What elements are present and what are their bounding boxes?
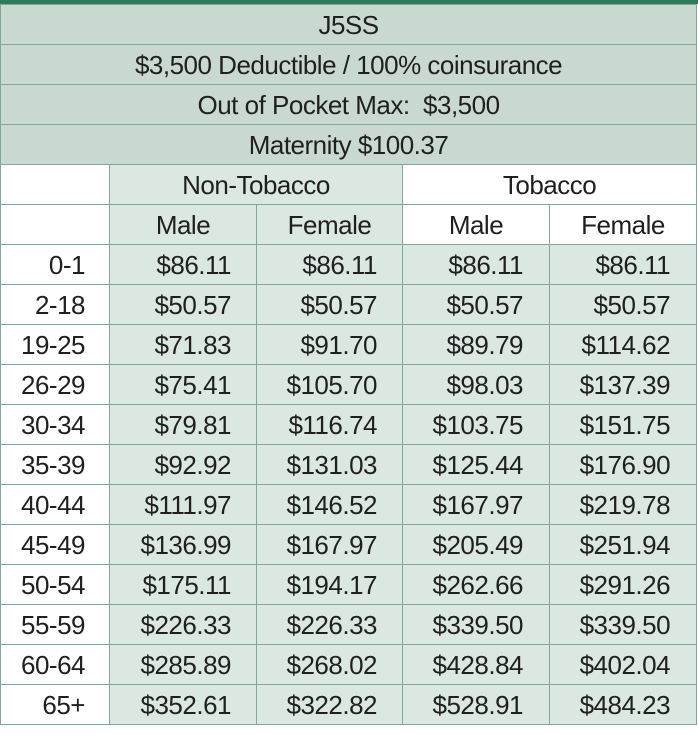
rate-non-tobacco-female: $322.82 [256,684,403,725]
rate-non-tobacco-male: $111.97 [109,484,257,525]
oop-max-row: Out of Pocket Max: $3,500 [0,84,698,125]
table-row: 40-44 $111.97 $146.52 $167.97 $219.78 [0,484,698,525]
gender-header-blank [0,204,110,245]
rate-tobacco-female: $86.11 [548,244,698,285]
rate-non-tobacco-female: $131.03 [256,444,403,485]
rate-non-tobacco-female: $116.74 [256,404,403,445]
table-row: 45-49 $136.99 $167.97 $205.49 $251.94 [0,524,698,565]
plan-name: J5SS [0,4,698,45]
rate-tobacco-female: $114.62 [548,324,698,365]
group-non-tobacco: Non-Tobacco [109,164,403,205]
oop-max-text: Out of Pocket Max: $3,500 [0,84,698,125]
rate-non-tobacco-female: $146.52 [256,484,403,525]
maternity-row: Maternity $100.37 [0,124,698,165]
rate-non-tobacco-male: $352.61 [109,684,257,725]
table-row: 30-34 $79.81 $116.74 $103.75 $151.75 [0,404,698,445]
rate-tobacco-male: $339.50 [402,604,550,645]
rate-non-tobacco-female: $194.17 [256,564,403,605]
age-band: 55-59 [0,604,110,645]
rate-non-tobacco-male: $285.89 [109,644,257,685]
rate-non-tobacco-male: $86.11 [109,244,257,285]
rate-tobacco-male: $86.11 [402,244,550,285]
table-row: 55-59 $226.33 $226.33 $339.50 $339.50 [0,604,698,645]
rate-tobacco-male: $89.79 [402,324,550,365]
rate-non-tobacco-female: $91.70 [256,324,403,365]
header-tobacco-male: Male [402,204,550,245]
rate-table: J5SS $3,500 Deductible / 100% coinsuranc… [0,4,698,725]
rate-tobacco-male: $50.57 [402,284,550,325]
rate-non-tobacco-male: $50.57 [109,284,257,325]
rate-tobacco-male: $125.44 [402,444,550,485]
age-band: 60-64 [0,644,110,685]
deductible-text: $3,500 Deductible / 100% coinsurance [0,44,698,85]
rate-non-tobacco-male: $136.99 [109,524,257,565]
rate-non-tobacco-female: $86.11 [256,244,403,285]
rate-non-tobacco-male: $71.83 [109,324,257,365]
rate-tobacco-female: $484.23 [548,684,698,725]
rate-tobacco-female: $219.78 [548,484,698,525]
rate-tobacco-female: $176.90 [548,444,698,485]
rate-non-tobacco-male: $92.92 [109,444,257,485]
gender-header-row: Male Female Male Female [0,204,698,245]
age-band: 0-1 [0,244,110,285]
plan-name-row: J5SS [0,4,698,45]
rate-tobacco-male: $428.84 [402,644,550,685]
rate-tobacco-female: $137.39 [548,364,698,405]
table-row: 65+ $352.61 $322.82 $528.91 $484.23 [0,684,698,725]
table-row: 50-54 $175.11 $194.17 $262.66 $291.26 [0,564,698,605]
age-band: 35-39 [0,444,110,485]
age-band: 40-44 [0,484,110,525]
rate-non-tobacco-female: $105.70 [256,364,403,405]
group-header-blank [0,164,110,205]
rate-non-tobacco-male: $175.11 [109,564,257,605]
table-row: 26-29 $75.41 $105.70 $98.03 $137.39 [0,364,698,405]
header-non-tobacco-male: Male [109,204,257,245]
rate-tobacco-female: $339.50 [548,604,698,645]
rate-tobacco-male: $98.03 [402,364,550,405]
header-tobacco-female: Female [548,204,698,245]
rate-tobacco-female: $291.26 [548,564,698,605]
rate-tobacco-male: $262.66 [402,564,550,605]
rate-non-tobacco-female: $167.97 [256,524,403,565]
maternity-text: Maternity $100.37 [0,124,698,165]
table-row: 2-18 $50.57 $50.57 $50.57 $50.57 [0,284,698,325]
rate-non-tobacco-female: $226.33 [256,604,403,645]
top-accent-line [0,0,698,4]
table-row: 19-25 $71.83 $91.70 $89.79 $114.62 [0,324,698,365]
rate-non-tobacco-male: $79.81 [109,404,257,445]
age-band: 30-34 [0,404,110,445]
rate-tobacco-female: $402.04 [548,644,698,685]
table-row: 0-1 $86.11 $86.11 $86.11 $86.11 [0,244,698,285]
rate-non-tobacco-female: $50.57 [256,284,403,325]
age-band: 19-25 [0,324,110,365]
rate-non-tobacco-female: $268.02 [256,644,403,685]
age-band: 2-18 [0,284,110,325]
age-band: 26-29 [0,364,110,405]
rate-tobacco-female: $50.57 [548,284,698,325]
rate-tobacco-male: $103.75 [402,404,550,445]
age-band: 45-49 [0,524,110,565]
rate-tobacco-female: $151.75 [548,404,698,445]
age-band: 50-54 [0,564,110,605]
table-row: 60-64 $285.89 $268.02 $428.84 $402.04 [0,644,698,685]
group-tobacco: Tobacco [401,164,698,205]
rate-tobacco-male: $167.97 [402,484,550,525]
rate-tobacco-female: $251.94 [548,524,698,565]
group-header-row: Non-Tobacco Tobacco [0,164,698,205]
age-band: 65+ [0,684,110,725]
deductible-row: $3,500 Deductible / 100% coinsurance [0,44,698,85]
rate-tobacco-male: $205.49 [402,524,550,565]
rate-non-tobacco-male: $226.33 [109,604,257,645]
table-row: 35-39 $92.92 $131.03 $125.44 $176.90 [0,444,698,485]
rate-tobacco-male: $528.91 [402,684,550,725]
rate-non-tobacco-male: $75.41 [109,364,257,405]
header-non-tobacco-female: Female [256,204,403,245]
